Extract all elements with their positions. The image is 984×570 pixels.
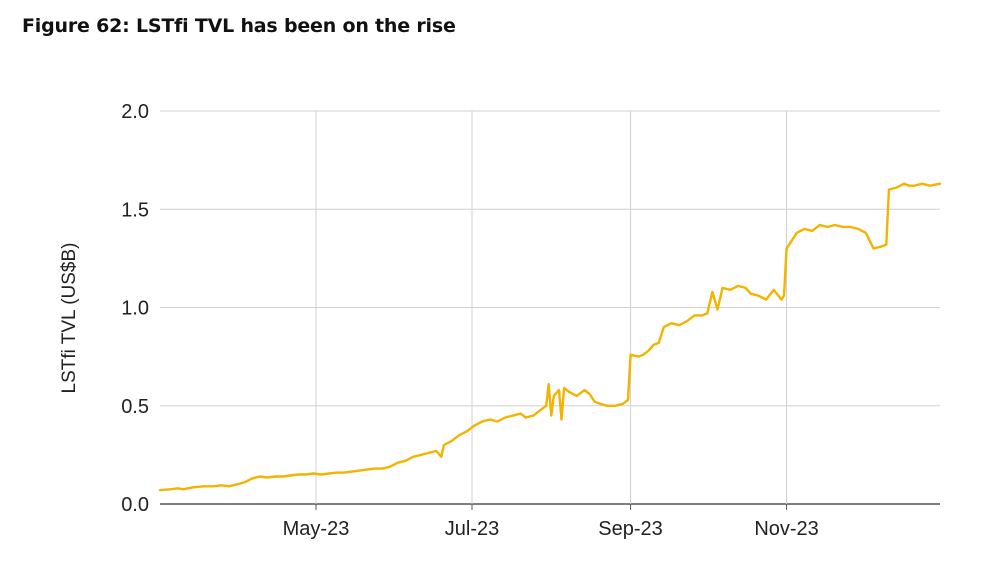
y-tick-label-2: 1.0: [121, 298, 149, 320]
x-tick-label-3: Nov-23: [754, 518, 818, 540]
y-axis-ticks: 0.0 0.5 1.0 1.5 2.0: [121, 101, 149, 516]
y-tick-label-4: 2.0: [121, 101, 149, 123]
y-axis-title: LSTfi TVL (US$B): [59, 243, 80, 394]
series-group: [158, 182, 942, 492]
y-tick-label-3: 1.5: [121, 199, 149, 221]
series-line-0: [158, 182, 942, 492]
figure-title: Figure 62: LSTfi TVL has been on the ris…: [22, 15, 456, 37]
y-tick-label-0: 0.0: [121, 494, 149, 516]
horizontal-gridlines: [160, 110, 940, 505]
x-tick-label-1: Jul-23: [445, 518, 499, 540]
y-tick-label-1: 0.5: [121, 396, 149, 418]
x-axis-ticks: May-23 Jul-23 Sep-23 Nov-23: [283, 504, 819, 540]
x-tick-label-2: Sep-23: [598, 518, 663, 540]
x-tick-label-0: May-23: [283, 518, 350, 540]
vertical-gridlines: [315, 111, 788, 504]
